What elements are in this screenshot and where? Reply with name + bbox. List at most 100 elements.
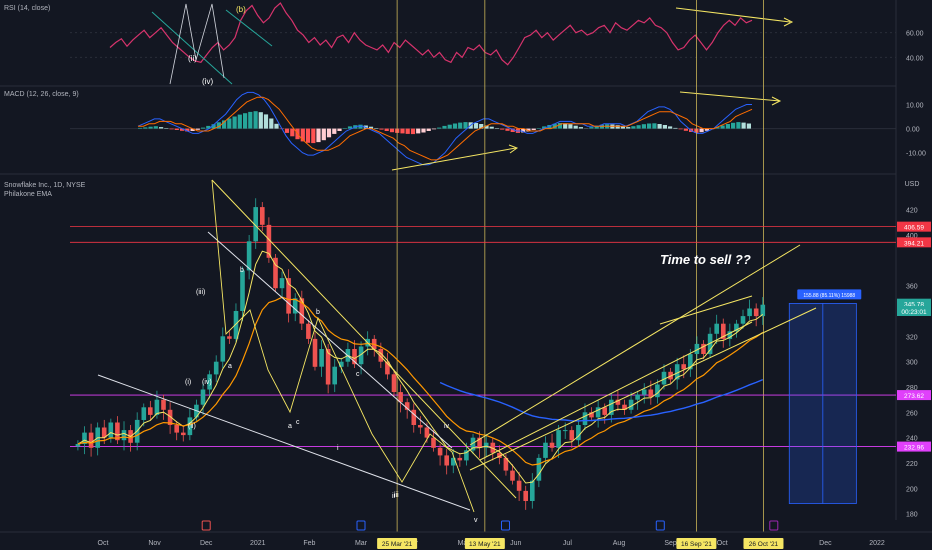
price-tick-label: 260 (906, 410, 918, 417)
candle-body (292, 298, 298, 314)
price-axis-badge-text: 345.78 (904, 302, 924, 309)
macd-histogram-bar (431, 128, 437, 130)
rsi-annotation: (b) (236, 5, 246, 14)
candle-body (213, 361, 219, 375)
macd-histogram-bar (400, 128, 405, 134)
ema-line (439, 378, 764, 422)
candle-body (148, 407, 153, 415)
candle-body (569, 430, 575, 441)
candle-body (576, 425, 581, 441)
candle-body (167, 409, 173, 425)
candle-body (431, 437, 436, 448)
candle-body (530, 480, 535, 501)
macd-histogram-bar (237, 114, 242, 129)
candle-body (582, 412, 588, 425)
candle-body (497, 452, 502, 458)
wave-label: (iv) (202, 379, 212, 386)
candle-body (444, 455, 449, 466)
macd-histogram-bar (389, 128, 395, 133)
price-axis-badge (897, 390, 931, 401)
candle-body (332, 366, 337, 385)
candle-body (694, 343, 700, 354)
time-axis-label: Mar (355, 540, 368, 547)
macd-histogram-bar (678, 128, 683, 130)
candle-body (424, 427, 430, 438)
wave-label: (iii) (196, 289, 205, 296)
macd-histogram-bar (316, 128, 321, 143)
candle-body (339, 361, 344, 367)
price-axis-badge (897, 237, 931, 248)
price-axis-badge (897, 306, 931, 316)
macd-histogram-bar (594, 125, 599, 129)
price-tick-label: 300 (906, 360, 918, 367)
macd-histogram-bar (636, 125, 641, 129)
macd-histogram-bar (536, 128, 541, 129)
macd-histogram-bar (159, 127, 164, 129)
macd-histogram-bar (211, 124, 216, 129)
time-axis-label: Dec (819, 540, 832, 547)
time-axis-label: Sep (664, 540, 677, 547)
macd-histogram-bar (216, 122, 221, 129)
macd-histogram-bar (290, 128, 295, 137)
macd-histogram-bar (368, 126, 374, 129)
earnings-marker-icon (201, 520, 211, 531)
macd-histogram-bar (421, 128, 426, 133)
macd-histogram-bar (526, 128, 531, 132)
candle-body (385, 361, 390, 375)
macd-histogram-bar (269, 118, 274, 129)
wave-label: i (337, 445, 339, 452)
trendline (469, 307, 817, 471)
price-axis-badge-text: 273.62 (904, 393, 924, 400)
rsi-line (109, 2, 753, 66)
candle-body (358, 346, 364, 365)
earnings-marker-icon (655, 520, 665, 531)
macd-histogram-bar (321, 128, 326, 141)
candle-body (688, 354, 693, 370)
candle-body (286, 278, 291, 314)
macd-histogram-bar (620, 126, 625, 129)
trendline (479, 321, 753, 461)
macd-histogram-bar (568, 124, 573, 129)
macd-histogram-bar (384, 128, 389, 131)
wave-label: a (288, 423, 292, 430)
earnings-marker-icon (769, 520, 779, 531)
candle-body (253, 207, 258, 242)
candle-body (233, 311, 239, 339)
candle-body (437, 447, 443, 456)
candle-body (418, 425, 423, 428)
macd-histogram-bar (542, 126, 547, 129)
macd-histogram-bar (148, 126, 153, 129)
macd-histogram-bar (222, 120, 227, 129)
candle-body (721, 323, 726, 339)
time-axis-label: Oct (98, 540, 109, 547)
time-axis-label: 2022 (869, 540, 885, 547)
trendline (659, 295, 753, 325)
candle-body (622, 404, 627, 410)
macd-histogram-bar (547, 125, 552, 129)
macd-title: MACD (12, 26, close, 9) (4, 91, 79, 98)
candle-body (490, 442, 496, 453)
candle-body (154, 399, 160, 415)
ema-line (77, 296, 764, 466)
candle-body (609, 399, 614, 415)
macd-histogram-bar (311, 128, 316, 144)
macd-histogram-bar (521, 128, 526, 133)
macd-histogram-bar (206, 125, 211, 129)
macd-histogram-bar (704, 128, 709, 131)
macd-histogram-bar (332, 128, 337, 134)
candle-body (325, 349, 331, 385)
candle-body (641, 389, 647, 395)
candle-body (378, 349, 384, 362)
macd-histogram-bar (668, 126, 673, 129)
macd-histogram-bar (337, 128, 342, 131)
time-axis-label: Jun (510, 540, 521, 547)
macd-histogram-bar (379, 128, 384, 130)
rsi-tick-label: 40.00 (906, 55, 924, 62)
candle-body (747, 308, 752, 317)
price-tick-label: 200 (906, 486, 918, 493)
macd-histogram-bar (510, 128, 515, 132)
candle-body (503, 457, 509, 471)
date-badge-text: 25 Mar '21 (382, 541, 413, 548)
candle-body (319, 349, 324, 367)
